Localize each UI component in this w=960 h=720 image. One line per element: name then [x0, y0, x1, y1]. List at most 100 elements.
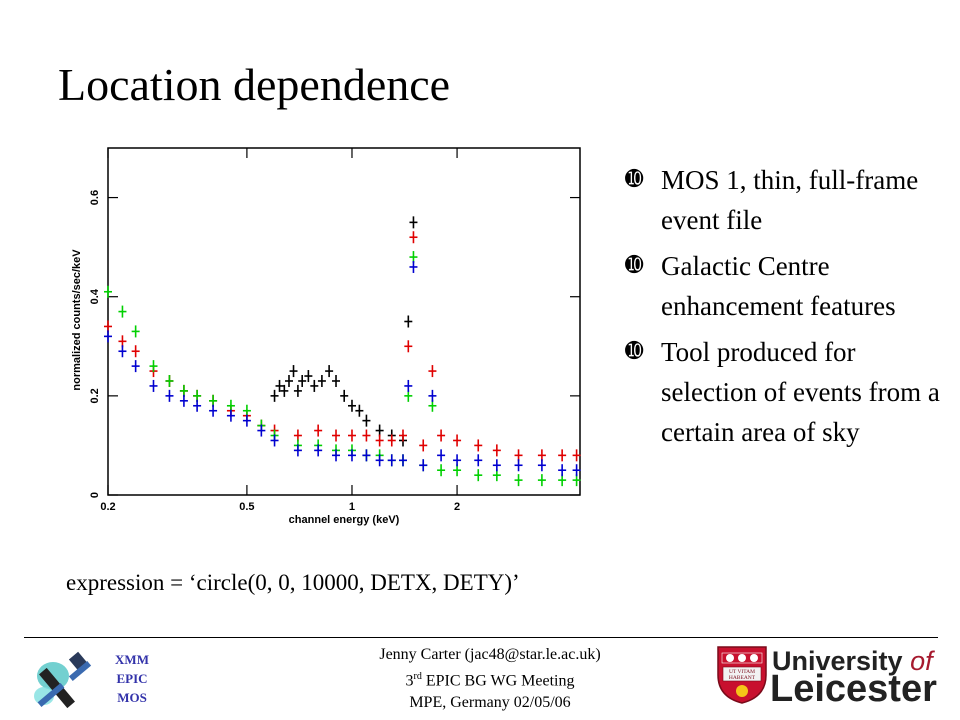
data-point: [131, 345, 140, 358]
data-point: [537, 459, 546, 472]
data-point: [304, 370, 313, 383]
university-name: University of: [772, 646, 933, 677]
data-point: [104, 285, 112, 298]
data-point: [355, 404, 364, 417]
bullet-item: ➓ MOS 1, thin, full-frame event file: [625, 160, 945, 240]
data-point: [131, 360, 140, 373]
plot-frame: [107, 147, 581, 496]
crest-motto-line1: UT VITAM: [729, 669, 755, 675]
data-point: [404, 379, 413, 392]
data-point: [293, 444, 302, 457]
data-point: [242, 414, 251, 427]
data-point: [362, 449, 371, 462]
data-point: [284, 374, 293, 387]
data-point: [289, 365, 298, 378]
data-point: [293, 384, 302, 397]
data-point: [437, 464, 446, 477]
data-point: [317, 374, 326, 387]
university-of: of: [910, 646, 933, 676]
data-point: [474, 439, 483, 452]
data-point: [428, 389, 437, 402]
bullet-marker-icon: ➓: [625, 253, 644, 278]
data-point: [347, 399, 356, 412]
data-point: [492, 459, 501, 472]
data-point: [375, 434, 384, 447]
data-point: [409, 216, 418, 229]
data-point: [492, 444, 501, 457]
data-point: [118, 305, 127, 318]
x-tick-label: 0.5: [239, 501, 254, 513]
data-point: [558, 449, 567, 462]
data-point: [257, 424, 266, 437]
bullet-item: ➓ Galactic Centre enhancement features: [625, 246, 945, 326]
bullet-text: Galactic Centre enhancement features: [661, 251, 896, 321]
data-point: [347, 449, 356, 462]
data-point: [275, 379, 284, 392]
y-tick-label: 0.6: [89, 190, 101, 205]
bullet-text: Tool produced for selection of events fr…: [661, 337, 940, 447]
data-point: [558, 464, 567, 477]
data-point: [325, 365, 334, 378]
data-point: [270, 389, 279, 402]
data-point: [165, 374, 174, 387]
x-tick-label: 0.2: [100, 501, 115, 513]
data-point: [332, 429, 341, 442]
data-point: [298, 374, 307, 387]
data-point: [310, 379, 319, 392]
data-point: [474, 469, 483, 482]
footer-info: Jenny Carter (jac48@star.le.ac.uk) 3rd E…: [320, 644, 660, 714]
bullet-text: MOS 1, thin, full-frame event file: [661, 165, 919, 235]
university-crest-icon: UT VITAM HABEANT: [716, 645, 768, 710]
data-point: [398, 429, 407, 442]
meeting-ordinal-suffix: rd: [413, 671, 422, 682]
footer-author: Jenny Carter (jac48@star.le.ac.uk): [379, 646, 601, 663]
data-point: [572, 464, 581, 477]
data-point: [165, 389, 174, 402]
university-word: University: [772, 646, 903, 676]
data-point: [428, 365, 437, 378]
data-point: [362, 414, 371, 427]
data-point: [314, 424, 323, 437]
data-point: [387, 434, 396, 447]
data-point: [340, 389, 349, 402]
xmm-line: MOS: [117, 690, 147, 705]
data-point: [375, 454, 384, 467]
expression-text: expression = ‘circle(0, 0, 10000, DETX, …: [66, 570, 520, 595]
data-point: [409, 260, 418, 273]
data-point: [474, 454, 483, 467]
data-point: [347, 429, 356, 442]
data-point: [314, 444, 323, 457]
data-point: [179, 394, 188, 407]
spectrum-chart: 0.2 0.5 1 2 0 0.2 0.4 0.6 channel energy (keV) …: [60, 140, 590, 530]
data-point: [572, 449, 581, 462]
data-point: [514, 474, 523, 487]
university-city: Leicester: [770, 668, 937, 710]
footer-meeting: 3rd EPIC BG WG Meeting: [320, 666, 660, 692]
meeting-ordinal: 3: [405, 672, 414, 690]
x-tick-label: 1: [349, 501, 355, 513]
data-point: [387, 454, 396, 467]
data-point: [226, 409, 235, 422]
x-tick-label: 2: [454, 501, 460, 513]
bullet-marker-icon: ➓: [625, 167, 644, 192]
footer-divider: [24, 637, 938, 638]
data-point: [362, 429, 371, 442]
data-point: [453, 454, 462, 467]
footer-venue: MPE, Germany 02/05/06: [409, 694, 571, 712]
spectrum-chart-svg: 0.2 0.5 1 200.20.40.6 channel energy (keV) …: [71, 147, 581, 526]
data-point: [453, 434, 462, 447]
xmm-epic-mos-label: XMM EPIC MOS: [104, 650, 160, 707]
data-point: [104, 330, 112, 343]
meeting-name: EPIC BG WG Meeting: [421, 672, 575, 690]
data-point: [437, 449, 446, 462]
data-point: [404, 315, 413, 328]
x-axis-label: channel energy (keV): [289, 514, 400, 526]
data-point: [514, 459, 523, 472]
data-point: [118, 345, 127, 358]
xmm-satellite-icon: [28, 646, 102, 717]
bullet-item: ➓ Tool produced for selection of events …: [625, 332, 945, 452]
data-point: [131, 325, 140, 338]
data-point: [419, 439, 428, 452]
data-point: [419, 459, 428, 472]
data-point: [149, 360, 158, 373]
